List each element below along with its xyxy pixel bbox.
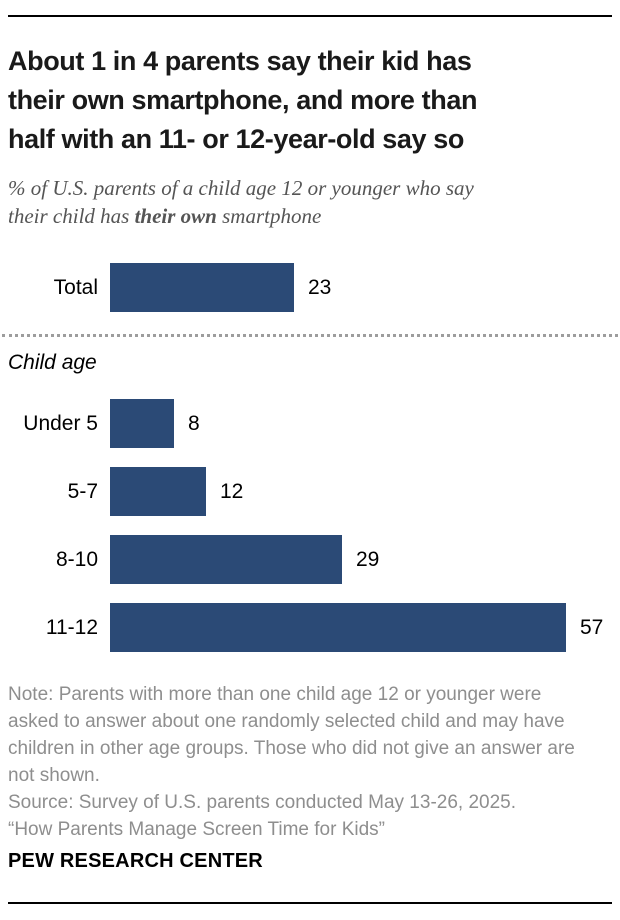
bar-row-5-7: 5-7 12 (8, 467, 612, 516)
category-label: Total (53, 275, 98, 299)
report-title-text: “How Parents Manage Screen Time for Kids… (8, 819, 385, 840)
bar-row-under-5: Under 5 8 (8, 399, 612, 448)
top-rule (8, 15, 612, 17)
subtitle-line-2: their child has their own smartphone (8, 204, 322, 228)
category-label: 11-12 (45, 615, 98, 639)
age-group-rows: Under 5 8 5-7 12 8-10 29 11-12 57 (8, 399, 612, 652)
bar-row-11-12: 11-12 57 (8, 603, 612, 652)
subtitle-line-1: % of U.S. parents of a child age 12 or y… (8, 176, 474, 200)
dotted-divider (2, 334, 618, 337)
category-label: Under 5 (23, 411, 98, 435)
bar-5-7 (110, 467, 206, 516)
source-text: Source: Survey of U.S. parents conducted… (8, 792, 517, 813)
bar-row-total: Total 23 (8, 263, 612, 312)
bar-8-10 (110, 535, 342, 584)
bar-under-5 (110, 399, 174, 448)
value-label: 8 (188, 411, 200, 435)
category-label: 5-7 (67, 479, 98, 503)
pew-research-center-wordmark: PEW RESEARCH CENTER (8, 850, 263, 872)
value-label: 23 (308, 275, 332, 299)
bar-11-12 (110, 603, 566, 652)
group-label: Child age (8, 351, 97, 374)
bar-total (110, 263, 294, 312)
value-label: 57 (580, 615, 604, 639)
value-label: 12 (220, 479, 244, 503)
value-label: 29 (356, 547, 380, 571)
note-text: Note: Parents with more than one child a… (8, 684, 575, 786)
chart-subtitle: % of U.S. parents of a child age 12 or y… (8, 174, 612, 230)
category-label: 8-10 (55, 547, 98, 571)
bar-row-8-10: 8-10 29 (8, 535, 612, 584)
bottom-rule (8, 902, 612, 904)
bar-chart: Total 23 Child age Under 5 8 5-7 12 8-10… (2, 263, 618, 652)
subtitle-emphasis: their own (134, 204, 217, 228)
chart-title: About 1 in 4 parents say their kid has t… (8, 46, 478, 154)
